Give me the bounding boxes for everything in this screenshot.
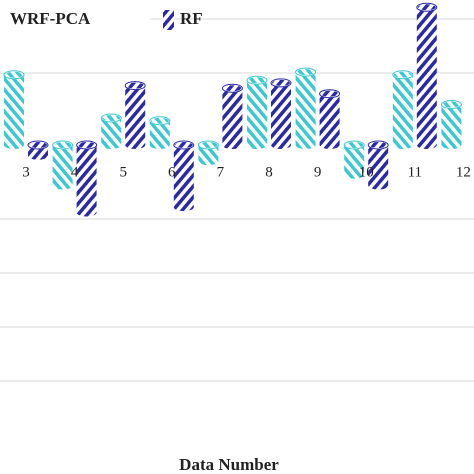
- bar-cap: [102, 115, 121, 121]
- bar-cap: [52, 181, 73, 190]
- bar-cap: [101, 141, 122, 149]
- legend-label: RF: [180, 9, 203, 28]
- bar-cap: [4, 141, 24, 149]
- bar-cap: [5, 71, 23, 78]
- bar: [173, 145, 194, 208]
- bar-cap: [29, 142, 47, 148]
- bar-cap: [248, 77, 266, 84]
- bar: [247, 80, 267, 145]
- cylinder: [246, 75, 268, 149]
- bar: [101, 118, 122, 145]
- bar-cap: [392, 141, 413, 149]
- bar: [295, 72, 316, 145]
- x-tick-label: 12: [456, 164, 471, 180]
- bar: [392, 74, 413, 145]
- legend-bg: [0, 0, 150, 38]
- bar-cap: [222, 141, 243, 149]
- cylinder: [440, 100, 462, 149]
- cylinder: [295, 67, 317, 149]
- cylinder: [392, 70, 414, 149]
- bar-cap: [368, 181, 389, 190]
- bar-cap: [296, 69, 315, 76]
- bar-cap: [417, 4, 436, 11]
- bar-cap: [174, 142, 193, 148]
- bar: [125, 85, 146, 145]
- cylinder: [124, 81, 146, 149]
- bar: [344, 145, 365, 175]
- bar-cap: [442, 101, 461, 108]
- bar: [271, 82, 291, 145]
- bar: [198, 145, 219, 162]
- bar-cap: [345, 142, 364, 148]
- bar: [52, 145, 73, 186]
- bar-cap: [393, 71, 412, 78]
- bar-cap: [369, 142, 388, 148]
- bar-cap: [223, 85, 242, 92]
- cylinder: [197, 140, 219, 166]
- x-tick-label: 7: [217, 164, 225, 180]
- bar: [416, 7, 437, 145]
- x-tick-label: 8: [265, 164, 273, 180]
- bar: [319, 93, 340, 145]
- cylinder: [100, 113, 122, 149]
- cylinder: [173, 140, 195, 212]
- legend-swatch: [163, 10, 174, 30]
- bar-cap: [247, 141, 267, 149]
- grid: [0, 18, 474, 382]
- cylinder: [270, 78, 292, 149]
- bar-cap: [271, 141, 291, 149]
- bar-cap: [173, 203, 194, 212]
- x-tick-label: 6: [168, 164, 176, 180]
- cylinder: [221, 83, 243, 149]
- legend-label: WRF-PCA: [10, 9, 91, 28]
- cylinder: [52, 140, 74, 190]
- bar: [222, 88, 243, 145]
- bar-cap: [441, 141, 462, 149]
- cylinder: [367, 140, 389, 190]
- bar-cap: [319, 141, 340, 149]
- bar: [441, 104, 462, 145]
- cylinder: [319, 89, 341, 149]
- bar-cap: [150, 117, 169, 124]
- bar-cap: [53, 142, 72, 148]
- cylinder: [343, 140, 365, 179]
- legend-icon: [163, 10, 174, 30]
- bar: [4, 74, 24, 145]
- x-tick-label: 9: [314, 164, 322, 180]
- x-tick-label: 3: [22, 164, 30, 180]
- bar-cap: [344, 170, 365, 179]
- bar-cap: [125, 141, 146, 149]
- bar-cap: [199, 142, 218, 148]
- bars: [3, 2, 462, 217]
- cylinder: [416, 2, 438, 149]
- bar: [28, 145, 48, 156]
- bar-cap: [28, 151, 48, 160]
- bar-cap: [76, 208, 97, 217]
- x-tick-label: 4: [71, 164, 79, 180]
- cylinder: [3, 70, 25, 149]
- bar-cap: [272, 79, 290, 86]
- bar-cap: [295, 141, 316, 149]
- bar-cap: [77, 142, 96, 148]
- x-tick-label: 5: [119, 164, 127, 180]
- x-tick-label: 10: [359, 164, 374, 180]
- bar: [149, 120, 170, 145]
- cylinder: [76, 140, 98, 217]
- bar-cap: [149, 141, 170, 149]
- cylinder: [27, 140, 49, 160]
- x-axis-title: Data Number: [179, 455, 279, 474]
- bar-cap: [198, 157, 219, 166]
- bar-cap: [320, 90, 339, 97]
- bar: [368, 145, 389, 186]
- bar-cap: [416, 141, 437, 149]
- bar-cap: [126, 82, 145, 89]
- bar: [76, 145, 97, 213]
- cylinder: [149, 116, 171, 149]
- x-tick-label: 11: [408, 164, 422, 180]
